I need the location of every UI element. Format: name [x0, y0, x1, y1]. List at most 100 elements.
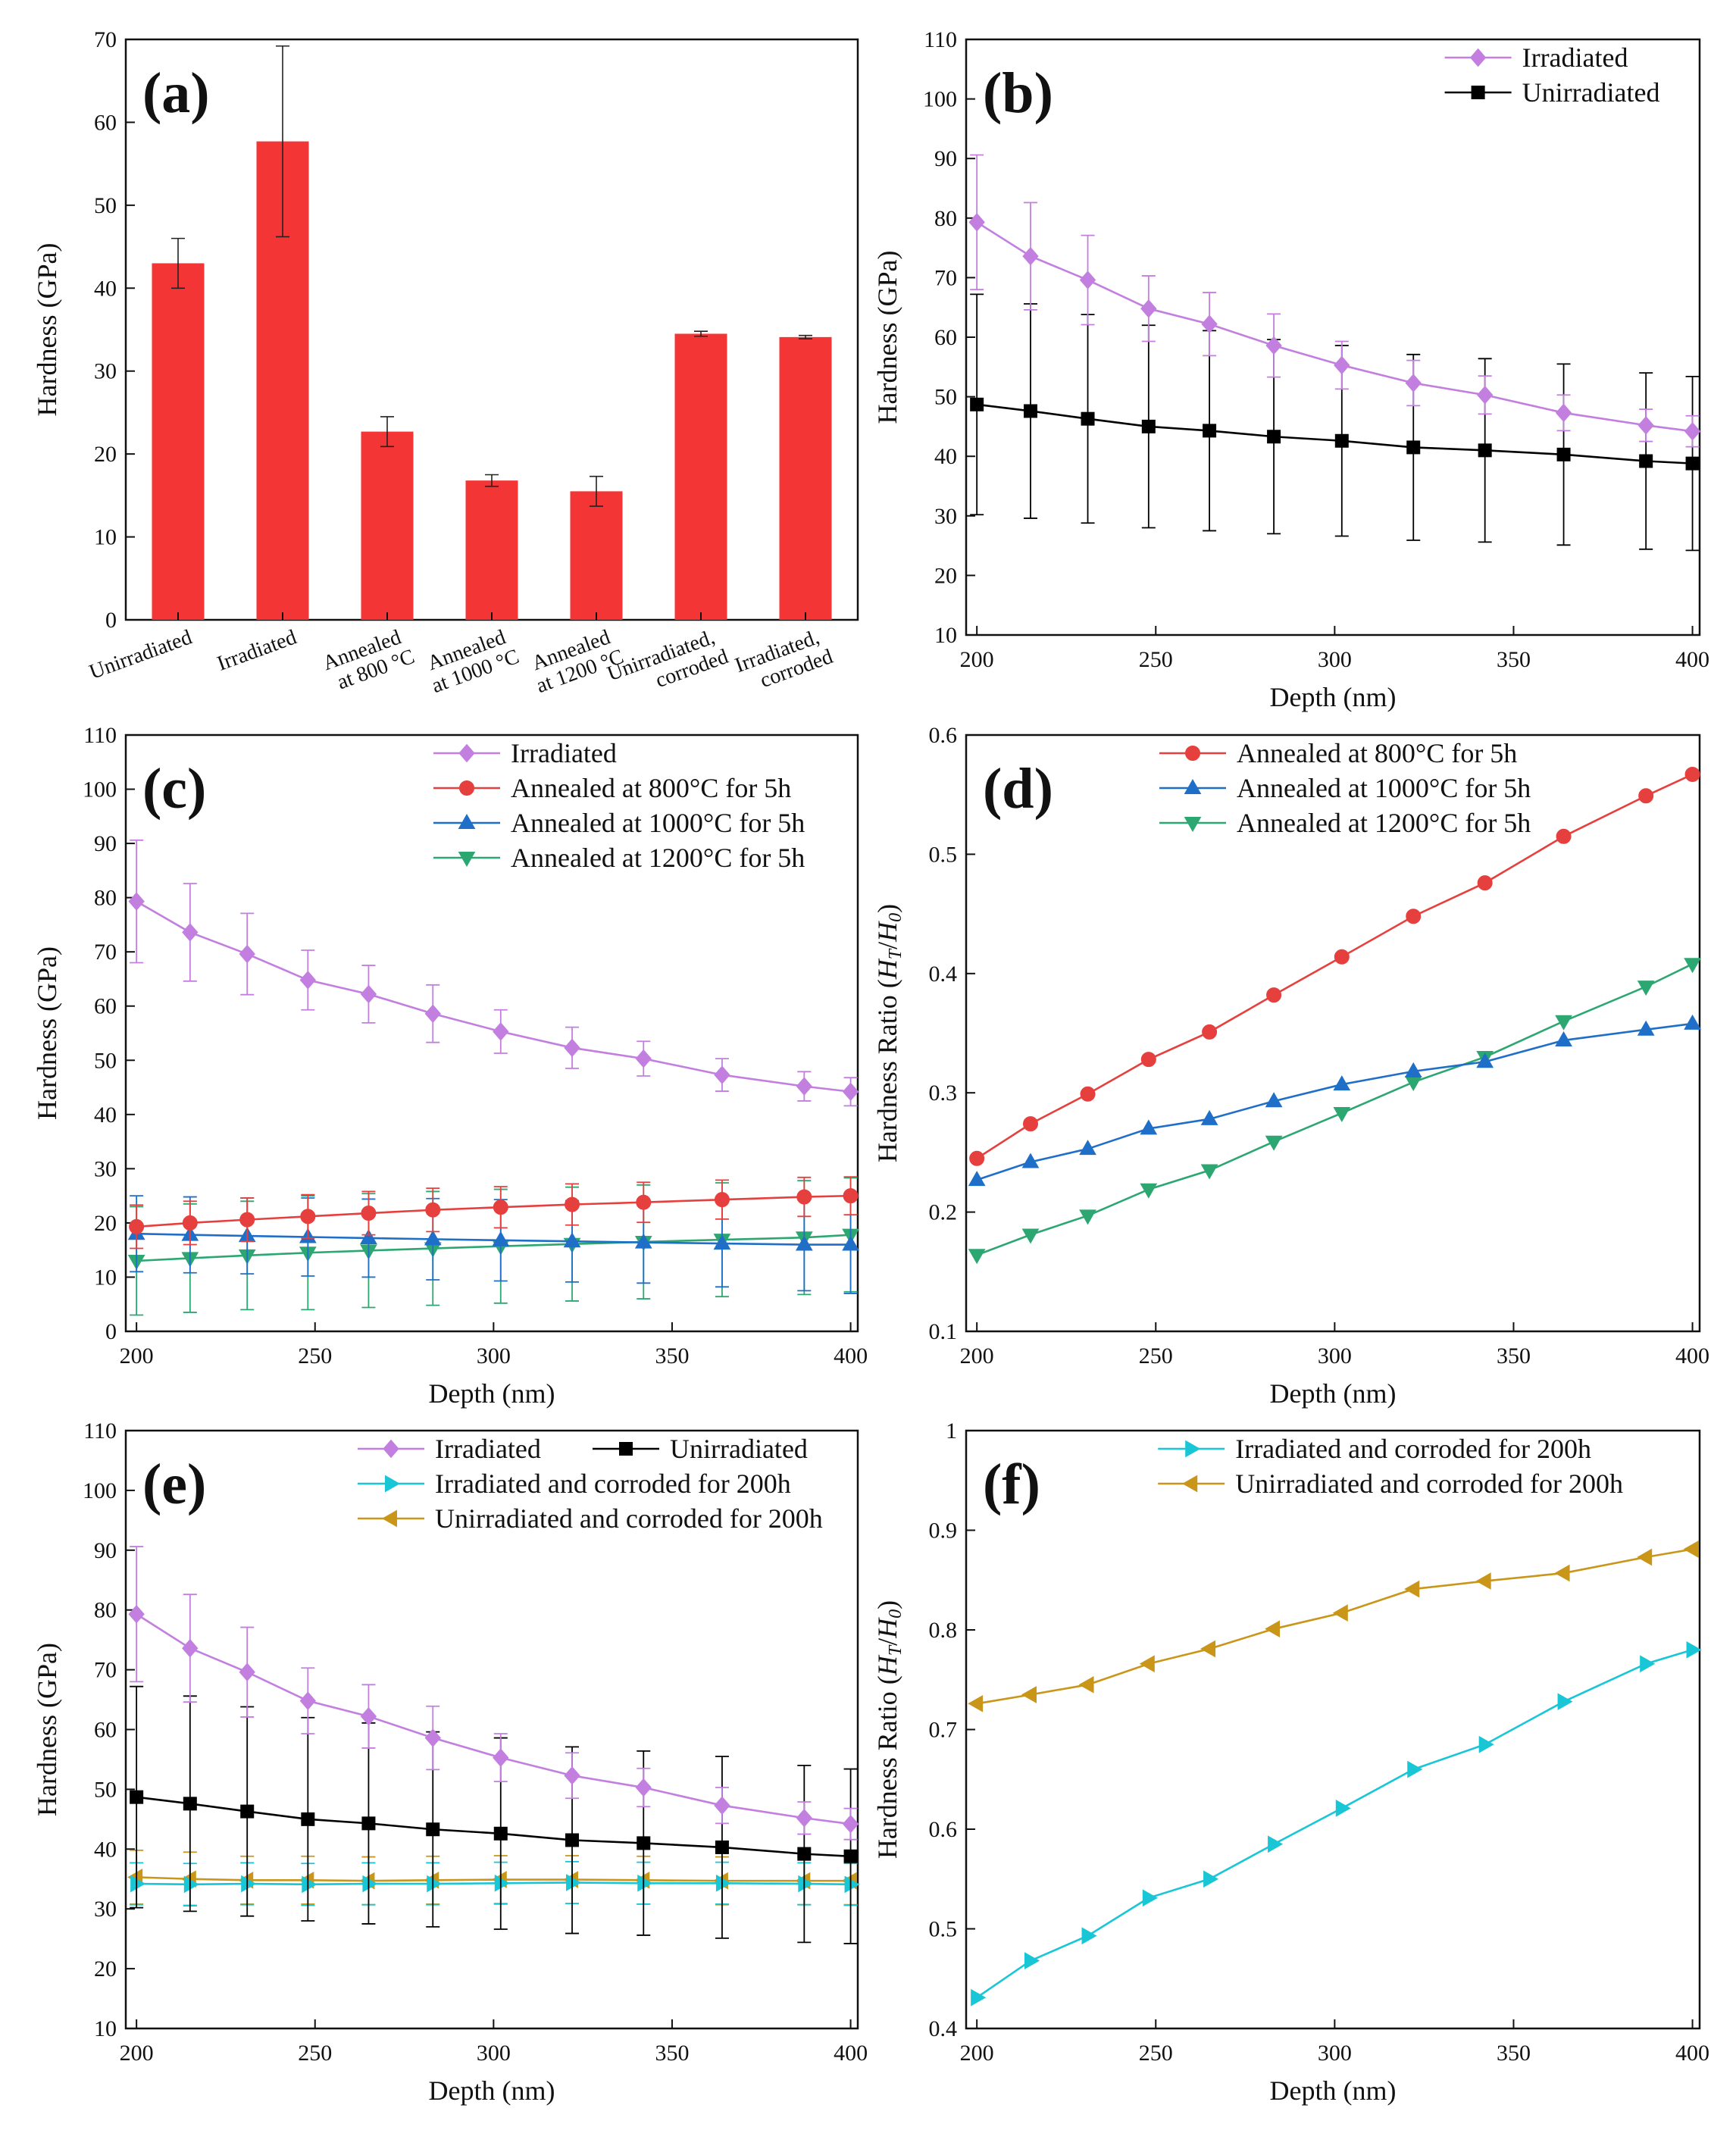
y-tick-label: 0.4 — [929, 2016, 958, 2041]
series-line — [136, 1881, 851, 1886]
series-annealed-at-1200-c-for-5h — [968, 958, 1701, 1265]
y-axis-title: Hardness Ratio (HT/H0) — [872, 904, 906, 1162]
data-point — [1477, 385, 1494, 405]
legend-label: Annealed at 800°C for 5h — [511, 773, 791, 803]
data-point — [1556, 447, 1571, 461]
y-tick-label: 40 — [934, 444, 957, 469]
data-point — [564, 1038, 580, 1058]
data-point — [239, 944, 255, 964]
y-axis-title-part: T — [886, 1644, 906, 1656]
x-tick-label: 250 — [298, 2041, 332, 2066]
y-tick-label: 50 — [934, 385, 957, 410]
data-point — [1684, 766, 1700, 782]
data-point — [360, 984, 377, 1004]
y-axis-title: Hardness Ratio (HT/H0) — [872, 1600, 906, 1859]
y-tick-label: 0.7 — [929, 1718, 958, 1743]
y-axis-title-part: T — [886, 948, 906, 959]
y-axis-title: Hardness (GPa) — [32, 1643, 62, 1816]
series-line — [976, 963, 1694, 1256]
data-point — [1021, 1228, 1040, 1244]
data-point — [360, 1228, 377, 1244]
y-axis-title-part: 0 — [886, 1609, 906, 1619]
y-tick-label: 0 — [105, 1319, 117, 1344]
data-point — [1201, 314, 1218, 333]
data-point — [1406, 440, 1421, 455]
data-point — [842, 1235, 859, 1251]
data-point — [493, 1199, 508, 1215]
series-irradiated-and-corroded-for-200h — [130, 1860, 860, 1906]
data-point — [1475, 1572, 1491, 1590]
chart-panel-f: 0.4 0.5 0.6 0.7 0.8 0.9 1 200 250 300 350 400 Depth … — [872, 1418, 1709, 2106]
data-point — [1021, 1153, 1040, 1168]
y-tick-label: 60 — [94, 994, 117, 1019]
category-label-line: Unirradiated — [86, 625, 195, 684]
y-tick-label: 100 — [83, 1478, 117, 1503]
series-line — [976, 221, 1693, 433]
legend-label: Irradiated and corroded for 200h — [435, 1468, 791, 1499]
data-point — [1265, 1092, 1283, 1108]
data-point — [1141, 419, 1156, 433]
data-point — [494, 1874, 510, 1892]
x-tick-label: 250 — [1139, 647, 1173, 672]
y-axis-title-part: 0 — [886, 913, 906, 922]
y-tick-label: 0.8 — [929, 1618, 958, 1643]
data-point — [1685, 456, 1700, 471]
data-point — [1024, 1952, 1040, 1969]
x-tick-label: 400 — [1675, 647, 1709, 672]
data-point — [1335, 1800, 1351, 1817]
y-tick-label: 90 — [94, 831, 117, 856]
data-point — [1267, 430, 1281, 444]
plot-frame — [124, 733, 859, 1333]
x-tick-label: 250 — [1139, 1343, 1173, 1368]
y-tick-label: 0.9 — [929, 1519, 958, 1544]
bar — [779, 336, 832, 620]
data-point — [1406, 909, 1422, 924]
legend-marker — [1185, 1440, 1201, 1458]
y-axis-title-part: H — [872, 1654, 902, 1676]
data-point — [1477, 875, 1493, 891]
x-tick-label: 400 — [834, 2041, 868, 2066]
y-tick-label: 70 — [94, 940, 117, 965]
plot-frame — [965, 1429, 1701, 2030]
data-point — [1265, 1620, 1281, 1638]
legend: Irradiated Unirradiated — [1444, 42, 1660, 108]
data-point — [239, 1212, 255, 1228]
legend: Irradiated Unirradiated Irradiated and cor… — [358, 1434, 823, 1534]
data-point — [1140, 1119, 1158, 1135]
legend-marker — [1184, 778, 1202, 794]
y-tick-label: 40 — [94, 1837, 117, 1862]
series-line — [976, 1649, 1693, 1999]
series-line — [136, 1232, 851, 1246]
x-tick-label: 400 — [834, 1343, 868, 1368]
data-point — [713, 1234, 731, 1250]
x-tick-label: 200 — [960, 2041, 994, 2066]
category-label: Annealedat 1000 °C — [421, 624, 522, 698]
category-label: Unirradiated — [86, 625, 195, 684]
legend-marker — [1471, 86, 1485, 99]
legend-label: Unirradiated — [670, 1434, 808, 1464]
data-point — [299, 971, 316, 990]
y-tick-label: 60 — [934, 325, 957, 350]
y-axis-title: Hardness (GPa) — [32, 243, 62, 417]
data-point — [566, 1874, 582, 1891]
data-point — [797, 1847, 812, 1861]
data-point — [426, 1822, 440, 1837]
y-tick-label: 50 — [94, 1777, 117, 1802]
data-point — [493, 1826, 508, 1841]
y-tick-label: 10 — [94, 1265, 117, 1290]
data-point — [1139, 1655, 1155, 1673]
y-tick-label: 1 — [946, 1418, 957, 1443]
series-annealed-at-800-c-for-5h — [969, 766, 1700, 1166]
x-tick-label: 300 — [1318, 2041, 1352, 2066]
y-axis-title-part: ) — [872, 904, 902, 913]
x-tick-label: 250 — [298, 1343, 332, 1368]
legend-label: Unirradiated and corroded for 200h — [435, 1503, 823, 1534]
data-point — [635, 1778, 652, 1797]
data-point — [564, 1766, 580, 1785]
data-point — [1684, 421, 1701, 441]
data-point — [1554, 1564, 1570, 1582]
data-point — [968, 213, 985, 232]
y-tick-label: 0.2 — [929, 1200, 958, 1225]
bar — [152, 263, 205, 620]
y-tick-label: 0.6 — [929, 723, 958, 748]
